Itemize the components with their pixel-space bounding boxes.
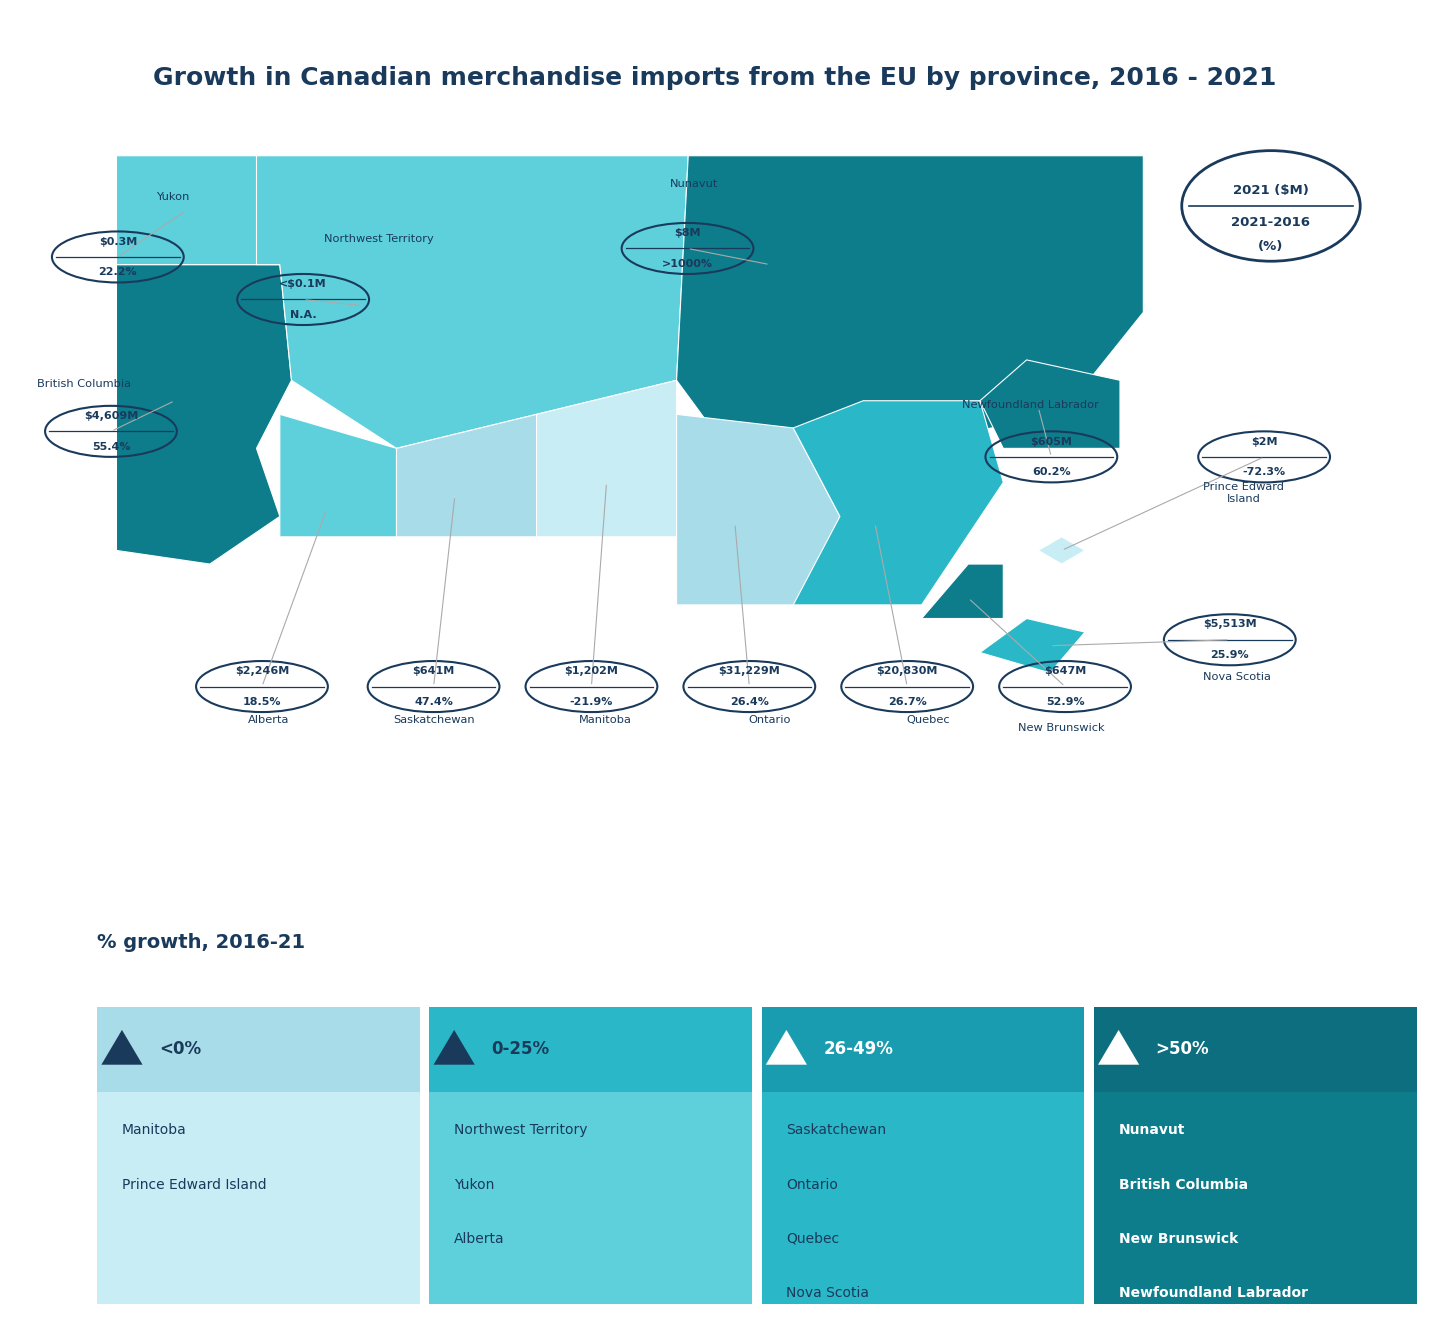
Text: $0.3M: $0.3M (99, 236, 137, 247)
Text: <$0.1M: <$0.1M (279, 279, 327, 290)
Text: Newfoundland Labrador: Newfoundland Labrador (962, 400, 1100, 410)
Text: 2021-2016: 2021-2016 (1231, 216, 1310, 230)
Text: % growth, 2016-21: % growth, 2016-21 (97, 933, 306, 952)
Polygon shape (280, 414, 396, 537)
Polygon shape (980, 360, 1120, 449)
FancyBboxPatch shape (762, 1007, 1084, 1092)
Polygon shape (1098, 1029, 1140, 1065)
Text: Growth in Canadian merchandise imports from the EU by province, 2016 - 2021: Growth in Canadian merchandise imports f… (153, 65, 1277, 89)
Text: Alberta: Alberta (249, 714, 289, 725)
Text: Manitoba: Manitoba (579, 714, 632, 725)
Text: Manitoba: Manitoba (122, 1124, 187, 1137)
Text: -72.3%: -72.3% (1243, 467, 1286, 477)
Text: 26.7%: 26.7% (888, 697, 927, 706)
Text: 47.4%: 47.4% (415, 697, 453, 706)
Text: -21.9%: -21.9% (569, 697, 613, 706)
Text: 26-49%: 26-49% (824, 1040, 894, 1059)
Text: $8M: $8M (675, 228, 701, 238)
Text: Saskatchewan: Saskatchewan (393, 714, 475, 725)
Text: >50%: >50% (1155, 1040, 1210, 1059)
Text: 52.9%: 52.9% (1045, 697, 1084, 706)
Text: >1000%: >1000% (662, 259, 714, 268)
Text: $641M: $641M (412, 666, 455, 677)
Text: New Brunswick: New Brunswick (1018, 724, 1104, 733)
Polygon shape (116, 156, 280, 264)
Text: British Columbia: British Columbia (1118, 1177, 1248, 1192)
Text: 55.4%: 55.4% (92, 442, 130, 451)
Text: Nova Scotia: Nova Scotia (787, 1286, 869, 1300)
Text: Prince Edward
Island: Prince Edward Island (1203, 482, 1284, 503)
Text: $2,246M: $2,246M (235, 666, 289, 677)
Polygon shape (766, 1029, 807, 1065)
Text: 26.4%: 26.4% (729, 697, 769, 706)
Text: Quebec: Quebec (907, 714, 950, 725)
Text: Nunavut: Nunavut (1118, 1124, 1185, 1137)
Text: British Columbia: British Columbia (37, 379, 130, 388)
FancyBboxPatch shape (429, 1007, 752, 1092)
FancyBboxPatch shape (1094, 1007, 1417, 1092)
Polygon shape (921, 565, 1004, 618)
Text: Nunavut: Nunavut (671, 179, 719, 190)
Text: Alberta: Alberta (455, 1232, 505, 1246)
Text: Nova Scotia: Nova Scotia (1203, 673, 1271, 682)
FancyBboxPatch shape (97, 1092, 420, 1304)
Text: Saskatchewan: Saskatchewan (787, 1124, 887, 1137)
Text: Prince Edward Island: Prince Edward Island (122, 1177, 266, 1192)
Text: 2021 ($M): 2021 ($M) (1233, 184, 1308, 198)
Text: Quebec: Quebec (787, 1232, 839, 1246)
Text: (%): (%) (1258, 240, 1284, 254)
Polygon shape (102, 1029, 143, 1065)
Text: $4,609M: $4,609M (84, 411, 139, 421)
FancyBboxPatch shape (429, 1092, 752, 1304)
Text: 18.5%: 18.5% (243, 697, 282, 706)
Text: 25.9%: 25.9% (1210, 650, 1250, 659)
Text: $1,202M: $1,202M (565, 666, 618, 677)
Polygon shape (676, 414, 839, 605)
Text: Ontario: Ontario (749, 714, 791, 725)
Text: 22.2%: 22.2% (99, 267, 137, 278)
Text: New Brunswick: New Brunswick (1118, 1232, 1238, 1246)
Polygon shape (1038, 537, 1085, 565)
Polygon shape (980, 618, 1085, 673)
Text: <0%: <0% (159, 1040, 202, 1059)
Polygon shape (536, 380, 676, 537)
Text: $20,830M: $20,830M (877, 666, 938, 677)
Text: $31,229M: $31,229M (718, 666, 781, 677)
FancyBboxPatch shape (97, 1007, 420, 1092)
Polygon shape (433, 1029, 475, 1065)
Text: $605M: $605M (1031, 437, 1072, 447)
Text: Northwest Territory: Northwest Territory (455, 1124, 588, 1137)
Text: Yukon: Yukon (156, 192, 189, 202)
Polygon shape (396, 414, 536, 537)
FancyBboxPatch shape (1094, 1092, 1417, 1304)
Text: Newfoundland Labrador: Newfoundland Labrador (1118, 1286, 1307, 1300)
Text: $2M: $2M (1251, 437, 1277, 447)
FancyBboxPatch shape (762, 1092, 1084, 1304)
Text: Ontario: Ontario (787, 1177, 838, 1192)
Text: $5,513M: $5,513M (1203, 619, 1257, 629)
Text: Yukon: Yukon (455, 1177, 495, 1192)
Text: N.A.: N.A. (290, 310, 316, 320)
Polygon shape (794, 400, 1004, 605)
Polygon shape (116, 264, 292, 565)
Polygon shape (676, 156, 1144, 449)
Text: Northwest Territory: Northwest Territory (323, 234, 433, 244)
Polygon shape (256, 156, 688, 449)
Text: $647M: $647M (1044, 666, 1087, 677)
Text: 0-25%: 0-25% (492, 1040, 549, 1059)
Text: 60.2%: 60.2% (1032, 467, 1071, 477)
